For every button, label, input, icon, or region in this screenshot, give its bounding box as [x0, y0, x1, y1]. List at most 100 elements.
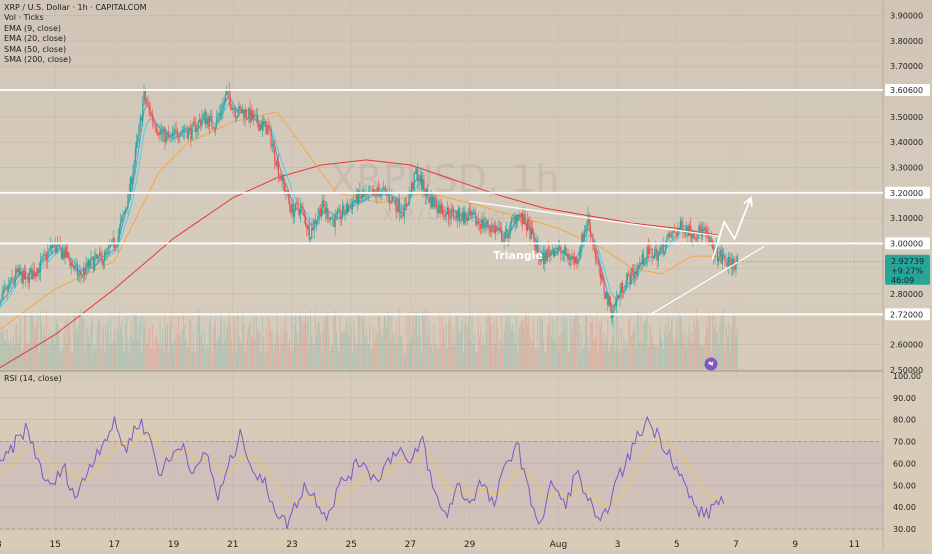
candle-body	[462, 212, 463, 221]
indicator-ema20[interactable]: EMA (20, close)	[4, 34, 147, 44]
volume-bar	[502, 344, 503, 369]
volume-bar	[72, 354, 73, 369]
candle-body	[490, 228, 491, 231]
volume-bar	[613, 319, 614, 369]
candle-body	[584, 232, 585, 242]
volume-bar	[542, 319, 543, 369]
volume-bar	[146, 343, 147, 369]
volume-bar	[198, 309, 199, 369]
volume-bar	[13, 335, 14, 369]
volume-bar	[475, 352, 476, 369]
indicator-volume[interactable]: Vol · Ticks	[4, 13, 147, 23]
volume-bar	[332, 345, 333, 369]
candle-body	[212, 126, 213, 129]
candle-body	[238, 106, 239, 115]
candle-body	[617, 296, 618, 300]
triangle-label[interactable]: Triangle	[493, 249, 543, 262]
indicator-ema9[interactable]: EMA (9, close)	[4, 24, 147, 34]
volume-bar	[359, 314, 360, 369]
candle-body	[430, 197, 431, 203]
volume-bar	[56, 319, 57, 369]
volume-bar	[125, 325, 126, 369]
volume-bar	[127, 340, 128, 369]
candle-body	[416, 169, 417, 174]
indicator-sma200[interactable]: SMA (200, close)	[4, 55, 147, 65]
volume-bar	[449, 311, 450, 369]
candle-body	[659, 251, 660, 254]
candle-body	[457, 212, 458, 220]
volume-bar	[451, 325, 452, 369]
candle-body	[152, 115, 153, 122]
candle-body	[636, 272, 637, 275]
candle-body	[189, 128, 190, 129]
candle-body	[246, 109, 247, 117]
candle-body	[496, 228, 497, 230]
volume-bar	[42, 336, 43, 369]
volume-bar	[643, 323, 644, 369]
volume-bar	[309, 346, 310, 369]
candle-body	[280, 176, 281, 181]
volume-bar	[237, 310, 238, 369]
candle-body	[19, 268, 20, 274]
volume-bar	[86, 322, 87, 369]
candle-body	[310, 239, 311, 240]
volume-bar	[284, 331, 285, 369]
candle-body	[148, 103, 149, 108]
volume-bar	[463, 353, 464, 369]
volume-bar	[731, 326, 732, 369]
volume-bar	[317, 322, 318, 369]
volume-bar	[183, 311, 184, 369]
candle-body	[451, 209, 452, 219]
candle-body	[188, 129, 189, 138]
volume-bar	[9, 345, 10, 369]
candle-body	[385, 188, 386, 192]
candle-body	[68, 252, 69, 259]
candle-body	[525, 214, 526, 224]
candle-body	[204, 113, 205, 115]
volume-bar	[632, 333, 633, 369]
candle-body	[351, 206, 352, 210]
volume-bar	[363, 316, 364, 369]
candle-body	[412, 183, 413, 189]
candle-body	[50, 245, 51, 249]
candle-body	[439, 205, 440, 213]
symbol-title[interactable]: XRP / U.S. Dollar · 1h · CAPITALCOM	[4, 3, 147, 13]
alert-icon[interactable]	[705, 358, 718, 371]
candle-body	[301, 206, 302, 208]
candle-body	[95, 254, 96, 258]
candle-body	[230, 98, 231, 108]
volume-bar	[335, 310, 336, 369]
candle-body	[549, 251, 550, 256]
volume-bar	[568, 353, 569, 369]
candle-body	[169, 136, 170, 138]
candle-body	[483, 219, 484, 227]
volume-bar	[346, 318, 347, 369]
volume-bar	[539, 313, 540, 369]
candle-body	[394, 200, 395, 201]
candle-body	[315, 221, 316, 224]
volume-bar	[417, 335, 418, 369]
candle-body	[658, 254, 659, 261]
candle-body	[44, 254, 45, 256]
volume-bar	[420, 335, 421, 369]
candle-body	[666, 238, 667, 244]
candle-body	[137, 136, 138, 142]
indicator-sma50[interactable]: SMA (50, close)	[4, 45, 147, 55]
candle-body	[444, 215, 445, 218]
candle-body	[249, 108, 250, 122]
candle-body	[374, 189, 375, 192]
candle-body	[649, 249, 650, 254]
candle-body	[299, 210, 300, 215]
rsi-label[interactable]: RSI (14, close)	[4, 374, 62, 383]
candle-body	[4, 288, 5, 290]
volume-bar	[243, 323, 244, 369]
volume-bar	[625, 340, 626, 369]
volume-bar	[225, 341, 226, 369]
candle-body	[695, 239, 696, 240]
candle-body	[562, 252, 563, 253]
volume-bar	[506, 314, 507, 369]
candle-body	[341, 216, 342, 219]
candle-body	[393, 197, 394, 201]
